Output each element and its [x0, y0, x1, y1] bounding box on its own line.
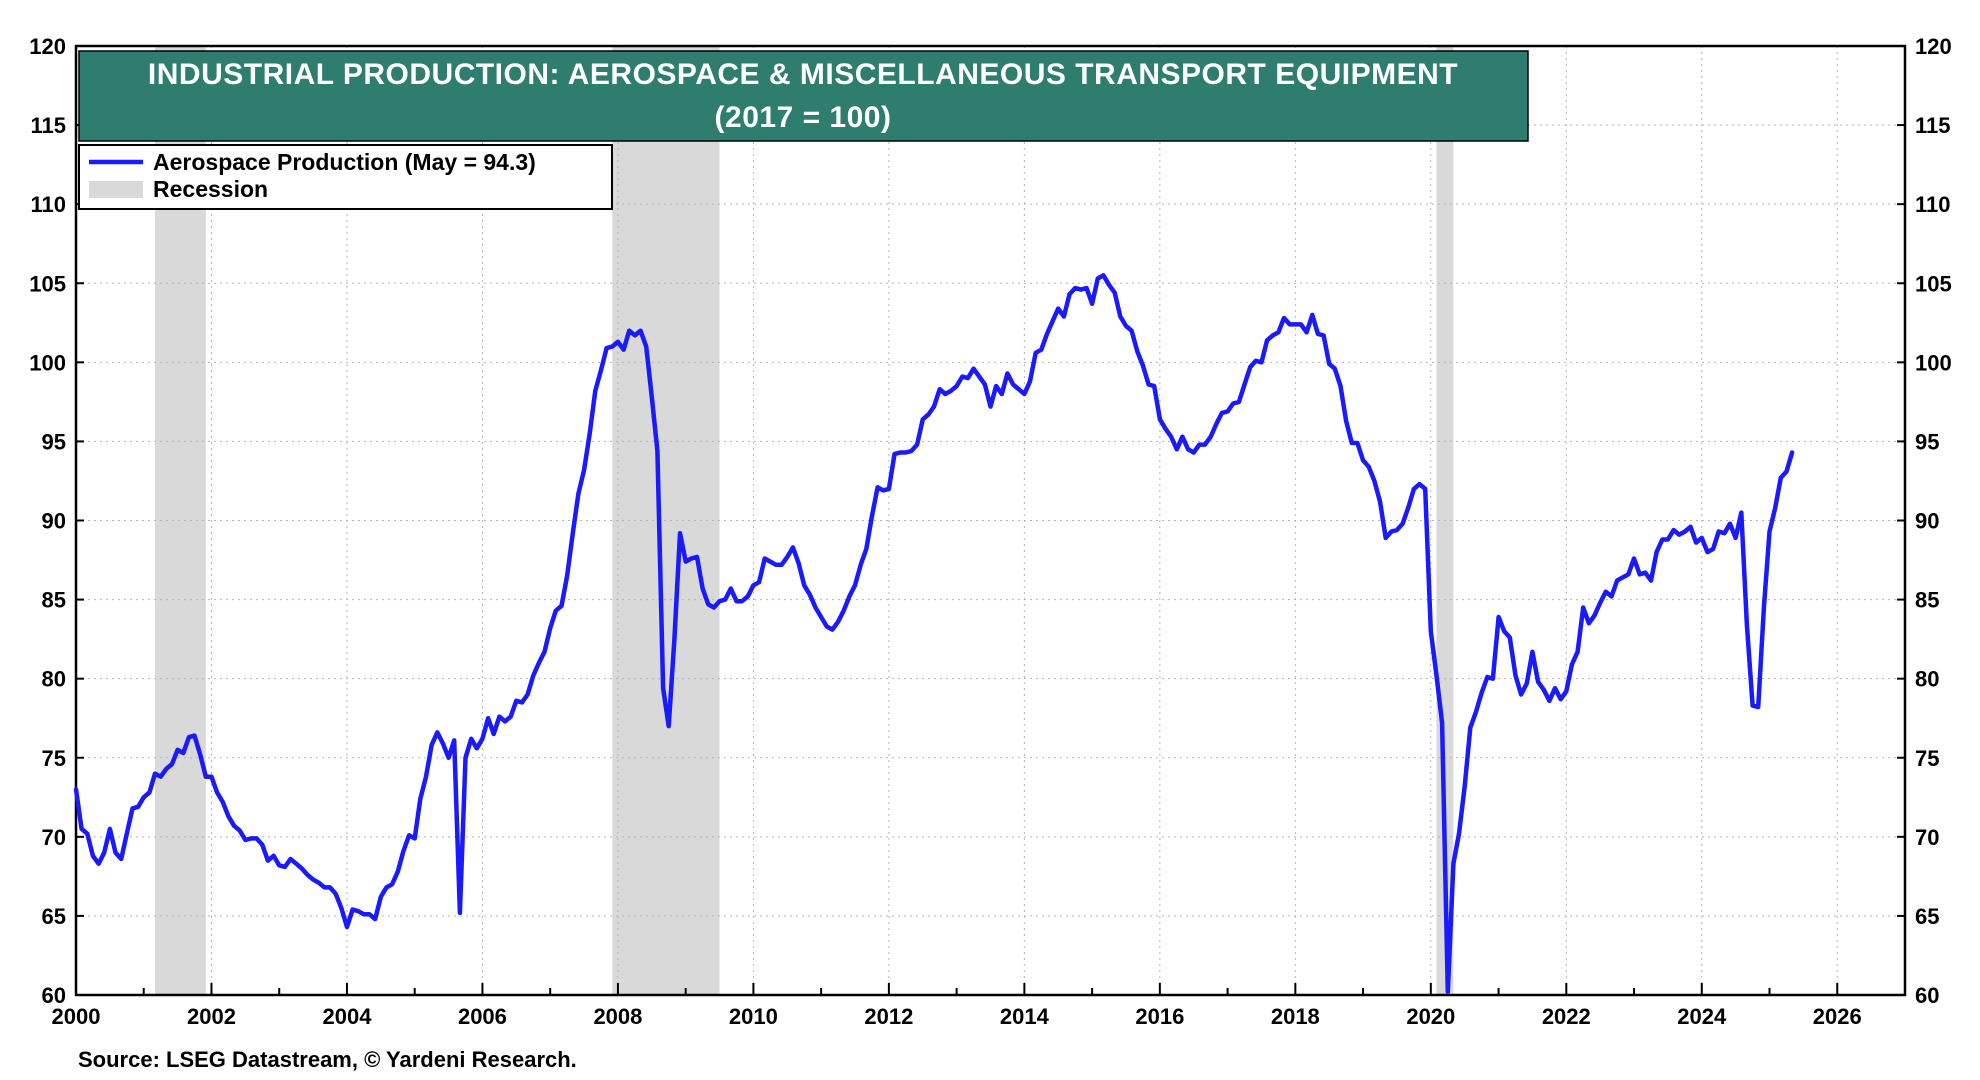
- chart-subtitle: (2017 = 100): [715, 101, 892, 134]
- y-tick-label-left: 115: [31, 113, 67, 138]
- y-tick-label-left: 65: [42, 904, 66, 929]
- y-tick-label-right: 85: [1915, 588, 1939, 613]
- x-tick-label: 2026: [1813, 1004, 1862, 1029]
- title-box: INDUSTRIAL PRODUCTION: AEROSPACE & MISCE…: [78, 50, 1529, 142]
- source-note: Source: LSEG Datastream, © Yardeni Resea…: [78, 1047, 577, 1072]
- x-tick-label: 2006: [458, 1004, 507, 1029]
- y-tick-label-left: 105: [29, 271, 66, 296]
- y-tick-label-left: 60: [42, 983, 66, 1008]
- y-tick-label-left: 70: [42, 825, 66, 850]
- y-tick-label-right: 95: [1915, 429, 1939, 454]
- y-tick-label-right: 60: [1915, 983, 1939, 1008]
- y-tick-label-right: 110: [1915, 192, 1951, 217]
- x-tick-label: 2016: [1135, 1004, 1184, 1029]
- x-tick-label: 2014: [1000, 1004, 1050, 1029]
- y-tick-label-right: 90: [1915, 509, 1939, 534]
- y-tick-label-right: 75: [1915, 746, 1939, 771]
- y-tick-label-right: 115: [1915, 113, 1951, 138]
- legend: Aerospace Production (May = 94.3) Recess…: [78, 144, 613, 210]
- y-tick-label-right: 120: [1915, 34, 1952, 59]
- y-tick-label-right: 100: [1915, 350, 1952, 375]
- gridlines: [76, 46, 1905, 995]
- legend-label-aerospace: Aerospace Production (May = 94.3): [153, 149, 536, 175]
- y-tick-label-left: 90: [42, 509, 66, 534]
- x-tick-label: 2004: [322, 1004, 372, 1029]
- x-tick-label: 2010: [729, 1004, 778, 1029]
- y-tick-label-left: 110: [31, 192, 67, 217]
- y-tick-label-right: 70: [1915, 825, 1939, 850]
- x-tick-label: 2022: [1542, 1004, 1591, 1029]
- aerospace-production-line: [73, 273, 1795, 995]
- y-axis-right: 60 65 70 75 80 85 90 95 100 105 110 115 120: [1897, 34, 1952, 1008]
- chart-title: INDUSTRIAL PRODUCTION: AEROSPACE & MISCE…: [148, 58, 1458, 91]
- x-tick-label: 2000: [52, 1004, 101, 1029]
- legend-box: [78, 144, 613, 210]
- y-tick-label-left: 75: [42, 746, 66, 771]
- title-background: [78, 50, 1529, 142]
- y-tick-label-right: 80: [1915, 667, 1939, 692]
- legend-recession-swatch: [89, 181, 143, 198]
- x-tick-label: 2008: [593, 1004, 642, 1029]
- y-axis-left: 60 65 70 75 80 85 90 95 100 105 110 115 120: [29, 34, 84, 1008]
- y-tick-label-left: 120: [29, 34, 66, 59]
- y-tick-label-left: 95: [42, 429, 66, 454]
- x-tick-label: 2002: [187, 1004, 236, 1029]
- x-tick-label: 2020: [1406, 1004, 1455, 1029]
- x-axis: 2000 2002 2004 2006 2008 2010 2012 2014 2016 2018…: [52, 983, 1862, 1029]
- legend-label-recession: Recession: [153, 176, 268, 202]
- y-tick-label-right: 65: [1915, 904, 1939, 929]
- y-tick-label-right: 105: [1915, 271, 1952, 296]
- x-tick-label: 2018: [1271, 1004, 1320, 1029]
- y-tick-label-left: 100: [29, 350, 66, 375]
- x-tick-label: 2012: [864, 1004, 913, 1029]
- y-tick-label-left: 80: [42, 667, 66, 692]
- y-tick-label-left: 85: [42, 588, 66, 613]
- x-tick-label: 2024: [1677, 1004, 1727, 1029]
